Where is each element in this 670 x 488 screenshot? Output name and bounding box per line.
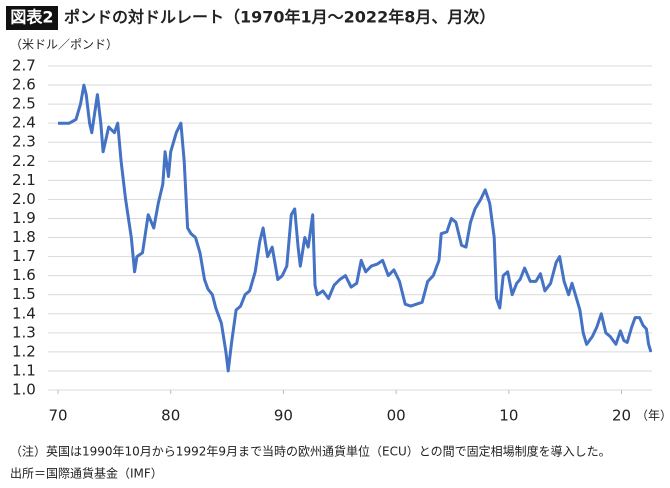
y-tick-label: 2.5: [12, 95, 36, 113]
x-tick-label: 80: [161, 407, 180, 425]
y-tick-label: 2.0: [12, 190, 36, 208]
badge-box: [6, 6, 58, 30]
y-tick-label: 2.4: [12, 114, 36, 132]
data-line: [58, 83, 653, 373]
y-tick-label: 1.5: [12, 285, 36, 303]
chart-title: ポンドの対ドルレート（1970年1月〜2022年8月、月次）: [64, 8, 495, 27]
y-tick-label: 1.1: [12, 361, 36, 379]
x-axis-unit: （年）: [636, 409, 670, 423]
y-tick-label: 1.7: [12, 247, 36, 265]
x-tick-label: 10: [499, 407, 518, 425]
y-tick-label: 1.4: [12, 304, 36, 322]
y-tick-label: 1.9: [12, 209, 36, 227]
y-tick-label: 1.0: [12, 381, 36, 399]
y-tick-label: 2.7: [12, 57, 36, 75]
note: （注）英国は1990年10月から1992年9月まで当時の欧州通貨単位（ECU）と…: [10, 444, 611, 459]
x-tick-label: 00: [387, 407, 406, 425]
y-tick-label: 2.1: [12, 171, 36, 189]
y-tick-label: 1.8: [12, 228, 36, 246]
y-tick-label: 1.2: [12, 342, 36, 360]
y-axis-label: （米ドル／ポンド）: [10, 38, 118, 52]
badge: 図表2: [10, 8, 53, 27]
x-tick-label: 70: [48, 407, 67, 425]
x-tick-label: 90: [274, 407, 293, 425]
source: 出所＝国際通貨基金（IMF）: [10, 466, 163, 481]
y-tick-label: 1.3: [12, 323, 36, 341]
y-tick-label: 2.6: [12, 76, 36, 94]
y-tick-label: 1.6: [12, 266, 36, 284]
y-tick-label: 2.2: [12, 152, 36, 170]
y-tick-label: 2.3: [12, 133, 36, 151]
x-tick-label: 20: [612, 407, 631, 425]
